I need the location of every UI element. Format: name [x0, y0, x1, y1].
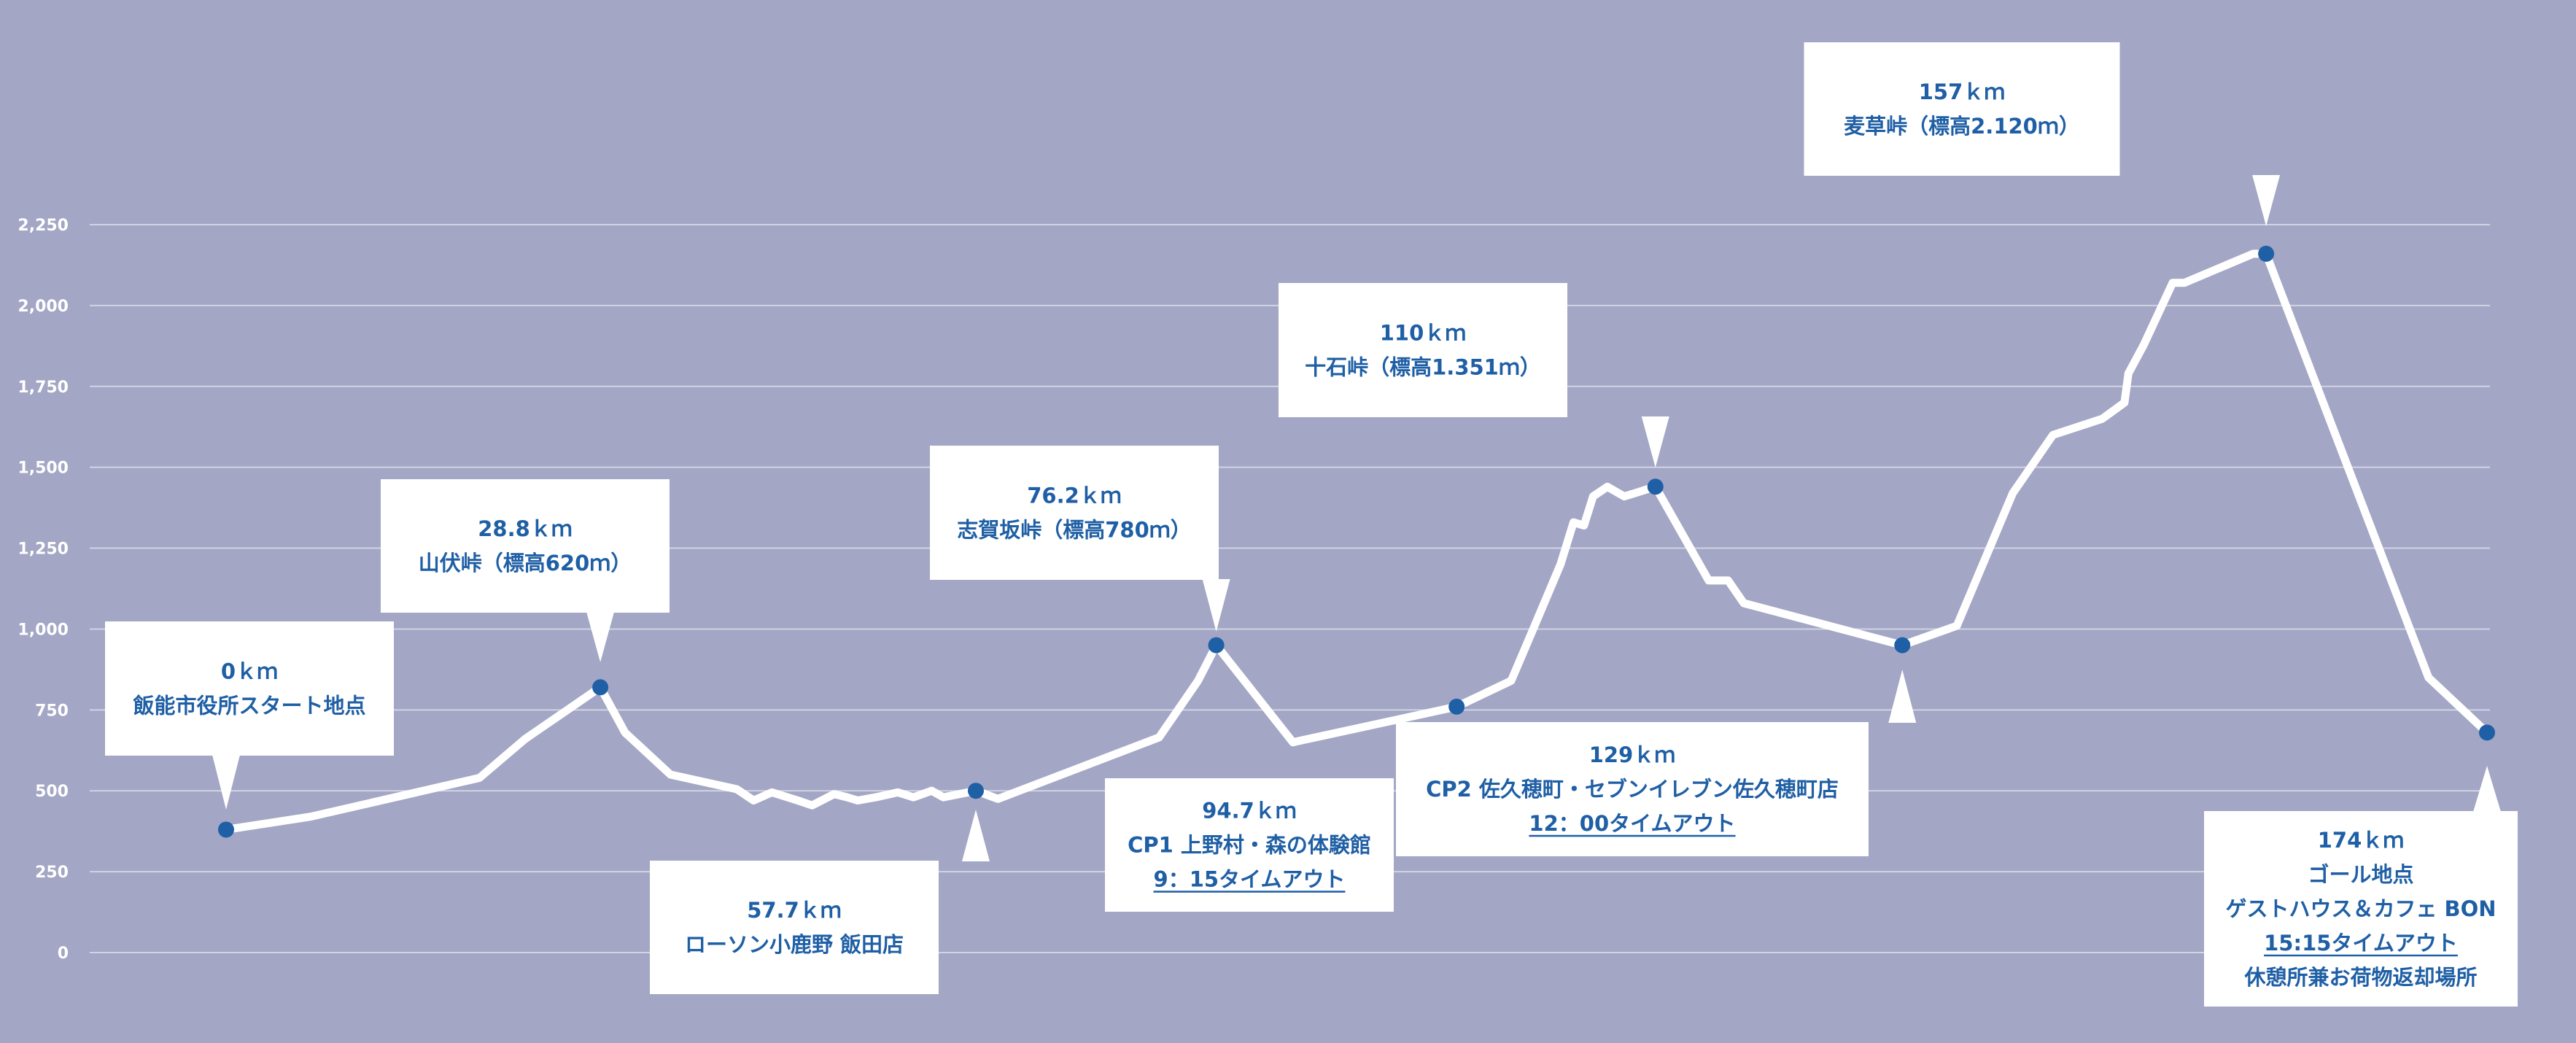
callout-label: 飯能市役所スタート地点 — [133, 694, 365, 718]
callout-label: CP2 佐久穂町・セブンイレブン佐久穂町店 — [1426, 777, 1839, 802]
callout-distance: 110ｋｍ — [1380, 321, 1467, 346]
waypoint-marker — [218, 821, 234, 838]
y-tick-label: 500 — [35, 783, 69, 801]
callout-box — [2204, 811, 2518, 1007]
callout-box — [105, 621, 394, 756]
callout-yamabushi: 28.8ｋｍ 山伏峠（標高620ｍ） — [381, 479, 670, 662]
callout-pointer — [1888, 670, 1917, 723]
callout-pointer — [2252, 175, 2281, 226]
callout-label: ローソン小鹿野 飯田店 — [685, 932, 904, 957]
waypoint-marker — [2258, 245, 2275, 262]
waypoint-marker — [967, 783, 984, 799]
callout-box — [930, 446, 1219, 580]
callout-pointer — [1641, 416, 1669, 468]
callout-distance: 174ｋｍ — [2318, 828, 2405, 853]
callout-distance: 76.2ｋｍ — [1027, 484, 1122, 508]
callout-pointer — [212, 755, 240, 810]
callout-label: 山伏峠（標高620ｍ） — [419, 551, 632, 575]
callout-box — [1279, 283, 1567, 417]
elevation-line — [222, 249, 2491, 834]
callout-distance: 57.7ｋｍ — [747, 898, 842, 923]
callout-label: 12：00タイムアウト — [1529, 811, 1735, 836]
callout-label: 志賀坂峠（標高780ｍ） — [957, 518, 1192, 543]
callout-box — [1105, 778, 1394, 912]
y-tick-label: 1,750 — [18, 379, 69, 397]
callout-distance: 157ｋｍ — [1919, 80, 2006, 104]
waypoint-markers — [218, 245, 2495, 838]
callout-label: 9：15タイムアウト — [1154, 867, 1346, 892]
waypoint-marker — [1894, 637, 1911, 654]
callout-box — [650, 861, 939, 994]
callout-pointer — [961, 810, 990, 861]
callout-distance: 129ｋｍ — [1589, 742, 1676, 767]
callout-lawson: 57.7ｋｍ ローソン小鹿野 飯田店 — [650, 810, 990, 994]
callout-label: ゴール地点 — [2308, 862, 2413, 887]
callouts: 0ｋｍ 飯能市役所スタート地点 28.8ｋｍ 山伏峠（標高620ｍ） 57.7ｋｍ ローソ… — [105, 42, 2518, 1007]
callout-shigasaka: 76.2ｋｍ 志賀坂峠（標高780ｍ） — [930, 446, 1230, 632]
waypoint-marker — [1448, 698, 1465, 715]
callout-label: 十石峠（標高1.351ｍ） — [1305, 355, 1541, 380]
waypoint-marker — [1208, 637, 1225, 654]
waypoint-marker — [592, 679, 609, 696]
y-tick-label: 2,000 — [18, 298, 69, 316]
callout-mugikusa: 157ｋｍ 麦草峠（標高2.120ｍ） — [1804, 42, 2281, 226]
callout-jukkoku: 110ｋｍ 十石峠（標高1.351ｍ） — [1279, 283, 1669, 468]
waypoint-marker — [1647, 478, 1664, 495]
callout-distance: 0ｋｍ — [221, 659, 278, 684]
callout-distance: 28.8ｋｍ — [478, 516, 573, 541]
callout-distance: 94.7ｋｍ — [1202, 799, 1297, 823]
callout-label: 麦草峠（標高2.120ｍ） — [1844, 114, 2080, 139]
y-tick-label: 1,000 — [18, 621, 69, 639]
callout-pointer — [2473, 766, 2501, 812]
callout-label: 休憩所兼お荷物返却場所 — [2243, 965, 2477, 990]
callout-label: ゲストハウス＆カフェ BON — [2225, 896, 2496, 921]
callout-box — [1804, 42, 2120, 176]
callout-cp2: 129ｋｍ CP2 佐久穂町・セブンイレブン佐久穂町店 12：00タイムアウト — [1396, 670, 1917, 856]
callout-pointer — [1202, 579, 1230, 632]
y-tick-label: 750 — [35, 702, 69, 720]
y-axis-ticks: 0 250 500 750 1,000 1,250 1,500 1,750 2,000 2,250 — [18, 217, 69, 963]
y-tick-label: 250 — [35, 864, 69, 882]
waypoint-marker — [2479, 724, 2495, 741]
callout-pointer — [586, 612, 615, 662]
y-tick-label: 1,500 — [18, 460, 69, 478]
callout-start: 0ｋｍ 飯能市役所スタート地点 — [105, 621, 394, 810]
y-tick-label: 0 — [58, 945, 69, 963]
y-tick-label: 1,250 — [18, 540, 69, 559]
y-tick-label: 2,250 — [18, 217, 69, 235]
callout-label: CP1 上野村・森の体験館 — [1128, 833, 1371, 858]
callout-box — [1396, 722, 1869, 856]
callout-box — [381, 479, 670, 613]
callout-label: 15:15タイムアウト — [2264, 931, 2458, 955]
callout-cp1: 94.7ｋｍ CP1 上野村・森の体験館 9：15タイムアウト — [1105, 726, 1471, 912]
